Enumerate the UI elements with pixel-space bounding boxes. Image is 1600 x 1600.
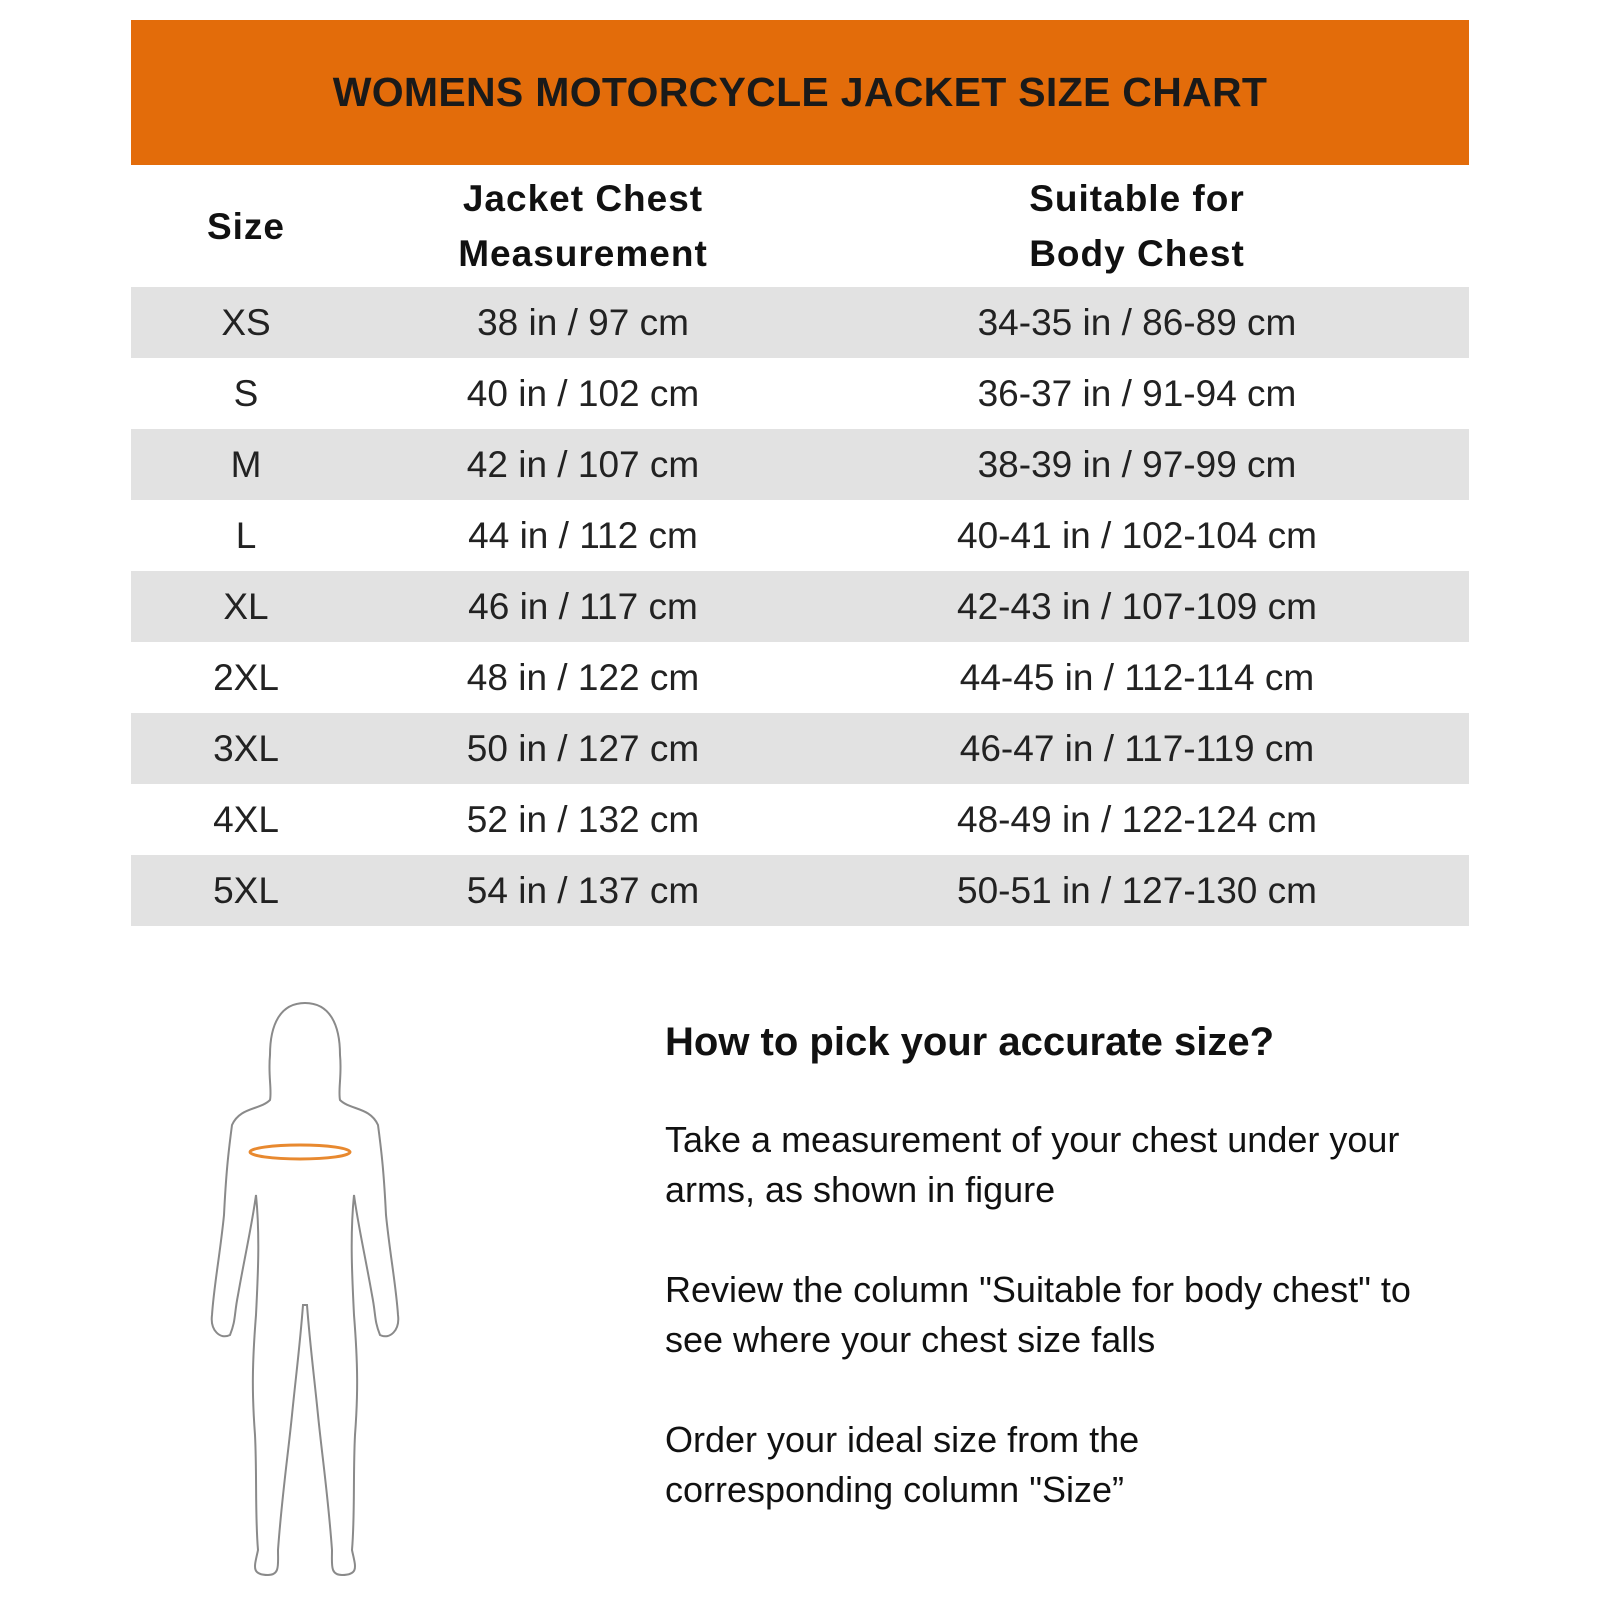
header-body-chest: Suitable for Body Chest (805, 171, 1469, 281)
table-row: L 44 in / 112 cm 40-41 in / 102-104 cm (131, 500, 1469, 571)
body-chest-cell: 48-49 in / 122-124 cm (957, 798, 1317, 840)
guide-step-3: Order your ideal size from the correspon… (665, 1419, 1140, 1510)
size-cell: 4XL (213, 798, 279, 840)
header-body-line1: Suitable for (1029, 178, 1245, 219)
table-row: M 42 in / 107 cm 38-39 in / 97-99 cm (131, 429, 1469, 500)
jacket-chest-cell: 50 in / 127 cm (466, 727, 700, 769)
size-guide: How to pick your accurate size? Take a m… (665, 1020, 1485, 1565)
size-table: Size Jacket Chest Measurement Suitable f… (131, 165, 1469, 926)
jacket-chest-cell: 42 in / 107 cm (466, 443, 700, 485)
woman-silhouette-chest-measure-icon (200, 995, 410, 1595)
header-body-line2: Body Chest (1029, 233, 1245, 274)
chest-measure-line (248, 1143, 352, 1161)
header-jacket-line2: Measurement (458, 233, 708, 274)
size-cell: M (230, 443, 262, 485)
body-chest-cell: 40-41 in / 102-104 cm (957, 514, 1317, 556)
jacket-chest-cell: 38 in / 97 cm (477, 301, 689, 343)
size-cell: 5XL (213, 869, 279, 911)
jacket-chest-cell: 46 in / 117 cm (468, 585, 698, 627)
header-jacket-line1: Jacket Chest (462, 178, 704, 219)
body-chest-cell: 46-47 in / 117-119 cm (959, 727, 1315, 769)
body-chest-cell: 44-45 in / 112-114 cm (959, 656, 1315, 698)
table-row: XL 46 in / 117 cm 42-43 in / 107-109 cm (131, 571, 1469, 642)
jacket-chest-cell: 40 in / 102 cm (466, 372, 700, 414)
guide-step-1: Take a measurement of your chest under y… (665, 1119, 1400, 1210)
jacket-chest-cell: 52 in / 132 cm (466, 798, 700, 840)
size-cell: 3XL (213, 727, 279, 769)
table-header: Size Jacket Chest Measurement Suitable f… (131, 165, 1469, 287)
size-cell: XS (221, 301, 271, 343)
table-row: S 40 in / 102 cm 36-37 in / 91-94 cm (131, 358, 1469, 429)
jacket-chest-cell: 44 in / 112 cm (468, 514, 698, 556)
size-cell: L (235, 514, 257, 556)
body-chest-cell: 36-37 in / 91-94 cm (977, 372, 1297, 414)
jacket-chest-cell: 54 in / 137 cm (466, 869, 700, 911)
table-row: 5XL 54 in / 137 cm 50-51 in / 127-130 cm (131, 855, 1469, 926)
table-row: 3XL 50 in / 127 cm 46-47 in / 117-119 cm (131, 713, 1469, 784)
jacket-chest-cell: 48 in / 122 cm (466, 656, 700, 698)
page-title: WOMENS MOTORCYCLE JACKET SIZE CHART (332, 69, 1268, 115)
table-row: 2XL 48 in / 122 cm 44-45 in / 112-114 cm (131, 642, 1469, 713)
header-jacket-chest: Jacket Chest Measurement (361, 171, 805, 281)
header-size: Size (206, 205, 286, 247)
size-cell: S (233, 372, 259, 414)
body-chest-cell: 42-43 in / 107-109 cm (957, 585, 1317, 627)
guide-heading: How to pick your accurate size? (665, 1020, 1275, 1064)
body-chest-cell: 34-35 in / 86-89 cm (977, 301, 1297, 343)
table-row: 4XL 52 in / 132 cm 48-49 in / 122-124 cm (131, 784, 1469, 855)
body-chest-cell: 38-39 in / 97-99 cm (977, 443, 1297, 485)
body-chest-cell: 50-51 in / 127-130 cm (957, 869, 1317, 911)
size-cell: 2XL (213, 656, 279, 698)
table-row: XS 38 in / 97 cm 34-35 in / 86-89 cm (131, 287, 1469, 358)
title-banner: WOMENS MOTORCYCLE JACKET SIZE CHART (131, 20, 1469, 165)
guide-step-2: Review the column "Suitable for body che… (665, 1269, 1411, 1360)
size-cell: XL (223, 585, 269, 627)
